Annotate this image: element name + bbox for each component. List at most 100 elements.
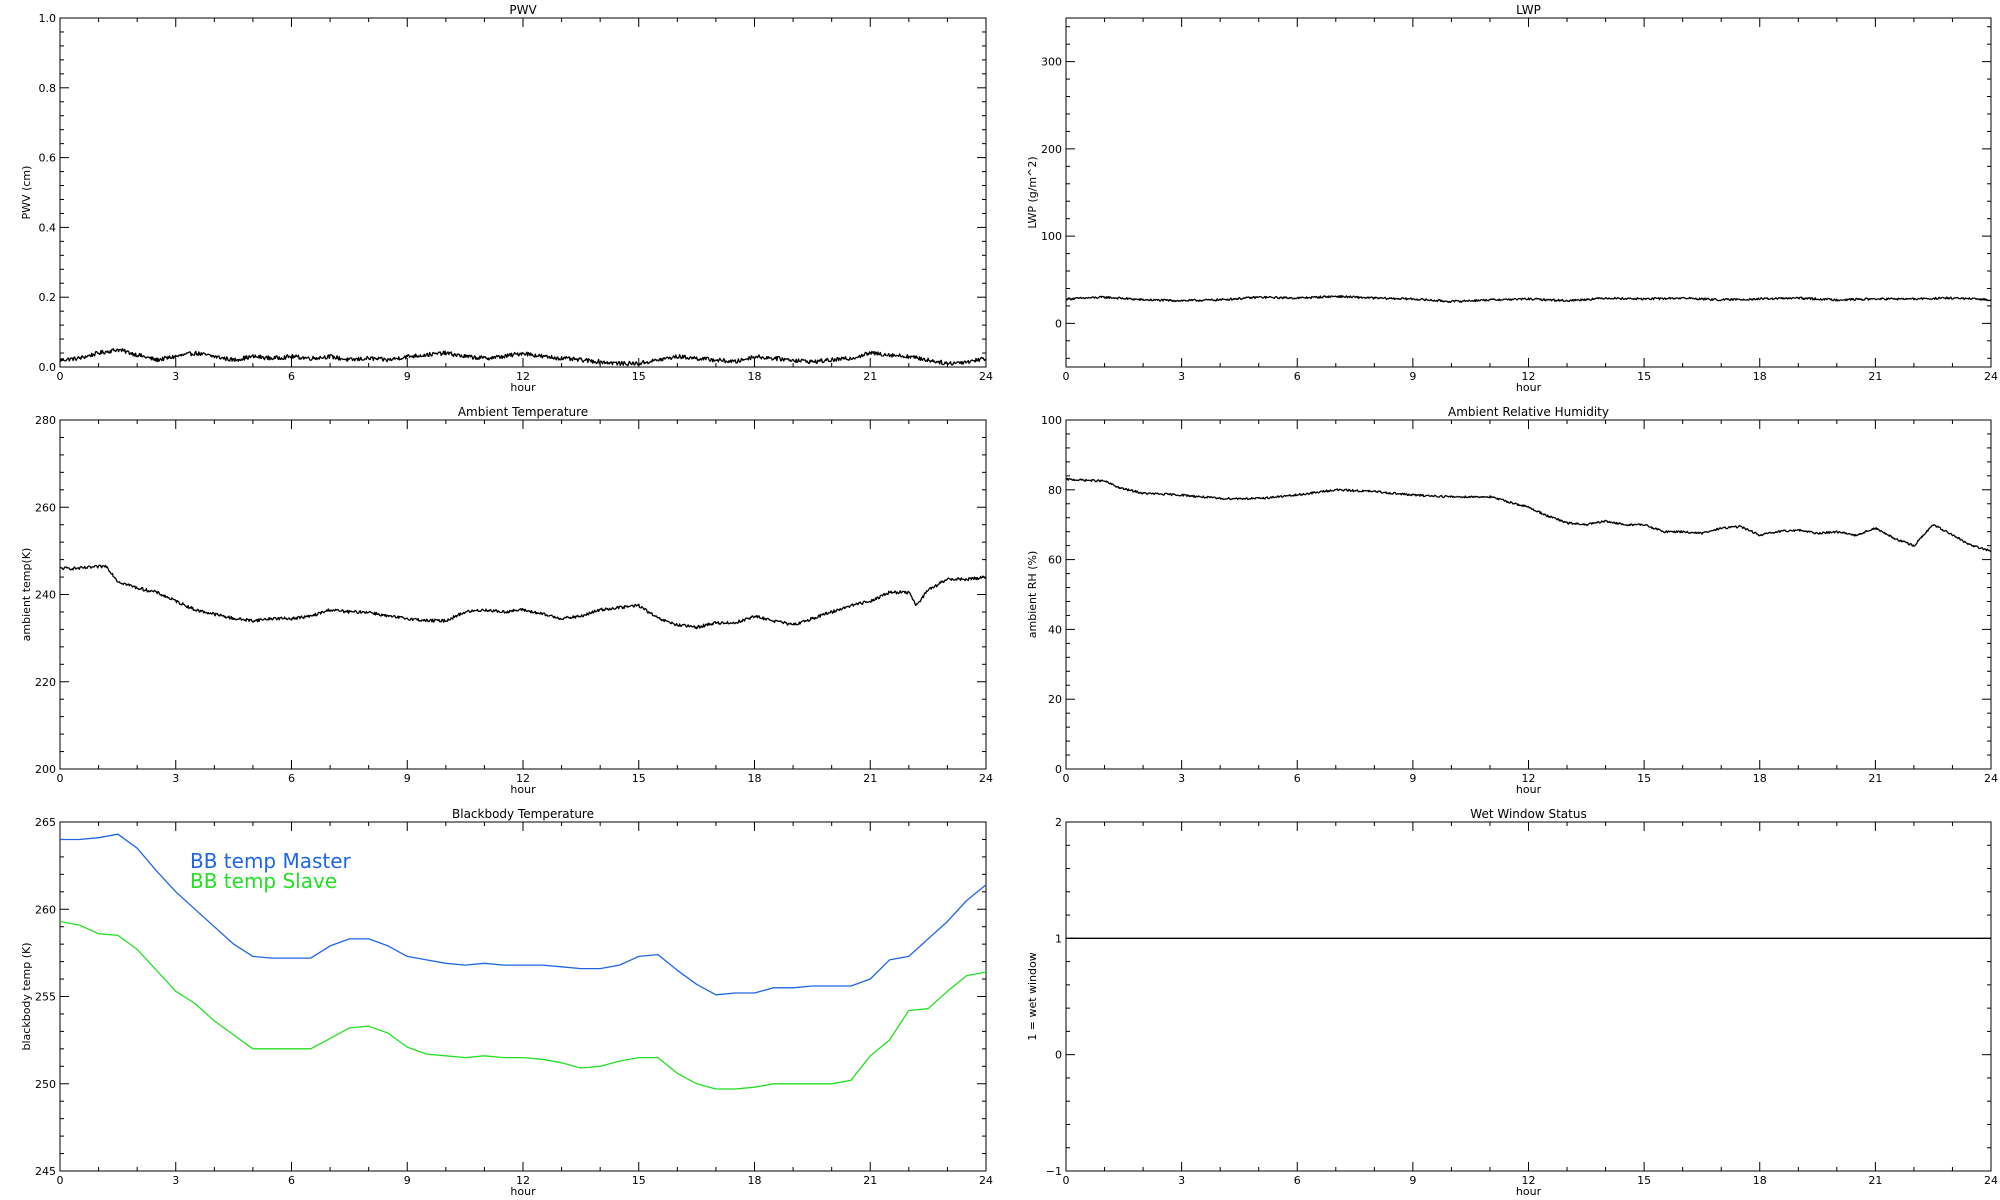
x-tick-label: 3	[172, 1174, 179, 1187]
y-tick-label: 60	[1048, 554, 1062, 567]
chart-title: LWP	[1516, 3, 1541, 17]
y-axis-label: LWP (g/m^2)	[1026, 156, 1039, 228]
y-tick-label: 200	[1041, 143, 1062, 156]
y-tick-label: 100	[1041, 414, 1062, 427]
series-line-ambient-relative-humidity	[1065, 477, 1992, 552]
x-tick-label: 3	[1178, 370, 1185, 383]
chart-panel-lwp: LWP 0 3 6 9 12 15 18 21 24 hour 0 100 200 300 LWP (g/m^…	[1026, 3, 1998, 394]
y-tick-label: 0.4	[39, 221, 57, 234]
x-tick-label: 3	[172, 370, 179, 383]
x-tick-label: 6	[288, 1174, 295, 1187]
chart-panel-pwv: PWV 0 3 6 9 12 15 18 21 24 hour 0.0 0.2 0.4 0.6 0.8 1.0 P…	[20, 3, 993, 394]
x-tick-label: 0	[1063, 1174, 1070, 1187]
y-tick-label: 250	[35, 1078, 56, 1091]
x-tick-label: 18	[748, 370, 762, 383]
y-tick-label: 2	[1055, 816, 1062, 829]
x-tick-label: 0	[57, 1174, 64, 1187]
x-tick-label: 12	[516, 772, 530, 785]
x-tick-label: 18	[1753, 1174, 1767, 1187]
x-tick-label: 24	[979, 370, 993, 383]
y-tick-label: 80	[1048, 484, 1062, 497]
x-tick-label: 15	[1637, 772, 1651, 785]
x-tick-label: 18	[1753, 370, 1767, 383]
x-tick-label: 21	[863, 1174, 877, 1187]
series-line-lwp	[1065, 294, 1992, 303]
y-tick-label: −1	[1046, 1165, 1062, 1178]
y-tick-label: 1.0	[39, 12, 57, 25]
chart-title: PWV	[509, 3, 537, 17]
x-tick-label: 18	[748, 772, 762, 785]
x-axis-label: hour	[510, 783, 536, 796]
series-line-ambient-temperature	[60, 564, 987, 630]
y-axis-label: ambient temp(K)	[20, 548, 33, 642]
x-tick-label: 6	[288, 772, 295, 785]
x-tick-label: 6	[288, 370, 295, 383]
x-tick-label: 12	[516, 370, 530, 383]
chart-title: Blackbody Temperature	[452, 807, 594, 821]
series-line-bb-temp-master	[60, 833, 987, 996]
y-tick-label: 200	[35, 763, 56, 776]
legend-entry-bb-temp-master: BB temp Master	[190, 849, 352, 873]
x-tick-label: 6	[1294, 370, 1301, 383]
x-tick-label: 24	[1984, 370, 1998, 383]
x-tick-label: 3	[1178, 772, 1185, 785]
x-tick-label: 21	[863, 772, 877, 785]
y-tick-label: 0.6	[39, 152, 57, 165]
y-tick-label: 240	[35, 589, 56, 602]
x-tick-label: 0	[1063, 370, 1070, 383]
y-axis-label: 1 = wet window	[1026, 952, 1039, 1041]
y-tick-label: 1	[1055, 932, 1062, 945]
y-tick-label: 20	[1048, 693, 1062, 706]
x-tick-label: 6	[1294, 772, 1301, 785]
x-tick-label: 3	[1178, 1174, 1185, 1187]
series-line-pwv	[59, 348, 987, 367]
y-tick-label: 245	[35, 1165, 56, 1178]
y-tick-label: 255	[35, 991, 56, 1004]
x-tick-label: 15	[1637, 1174, 1651, 1187]
chart-title: Ambient Temperature	[458, 405, 588, 419]
x-tick-label: 24	[1984, 1174, 1998, 1187]
x-tick-label: 9	[404, 772, 411, 785]
x-tick-label: 24	[1984, 772, 1998, 785]
x-tick-label: 12	[516, 1174, 530, 1187]
chart-panel-blackbody-temperature: Blackbody Temperature 0 3 6 9 12 15 18 21 24 hour 2…	[20, 807, 993, 1198]
x-tick-label: 24	[979, 1174, 993, 1187]
y-tick-label: 260	[35, 903, 56, 916]
chart-title: Ambient Relative Humidity	[1448, 405, 1609, 419]
x-tick-label: 3	[172, 772, 179, 785]
y-tick-label: 0.8	[39, 82, 57, 95]
x-tick-label: 21	[1868, 772, 1882, 785]
y-tick-label: 265	[35, 816, 56, 829]
y-tick-label: 300	[1041, 56, 1062, 69]
x-tick-label: 18	[1753, 772, 1767, 785]
x-tick-label: 12	[1522, 1174, 1536, 1187]
x-tick-label: 9	[404, 1174, 411, 1187]
y-axis-label: blackbody temp (K)	[20, 943, 33, 1051]
x-tick-label: 15	[1637, 370, 1651, 383]
x-axis-label: hour	[1516, 381, 1542, 394]
x-tick-label: 21	[1868, 1174, 1882, 1187]
x-tick-label: 15	[632, 1174, 646, 1187]
chart-panel-ambient-temperature: Ambient Temperature 0 3 6 9 12 15 18 21 24 hour 200…	[20, 405, 993, 796]
y-tick-label: 0	[1055, 1049, 1062, 1062]
x-axis-label: hour	[1516, 783, 1542, 796]
x-axis-label: hour	[510, 1185, 536, 1198]
chart-panel-ambient-relative-humidity: Ambient Relative Humidity 0 3 6 9 12 15 18 21 24 h…	[1026, 405, 1998, 796]
y-tick-label: 40	[1048, 623, 1062, 636]
x-axis-label: hour	[1516, 1185, 1542, 1198]
y-axis-label: ambient RH (%)	[1026, 551, 1039, 639]
x-tick-label: 9	[404, 370, 411, 383]
y-tick-label: 280	[35, 414, 56, 427]
y-tick-label: 260	[35, 501, 56, 514]
y-tick-label: 0	[1055, 317, 1062, 330]
x-tick-label: 24	[979, 772, 993, 785]
x-tick-label: 0	[57, 772, 64, 785]
x-tick-label: 21	[1868, 370, 1882, 383]
x-tick-label: 15	[632, 370, 646, 383]
x-tick-label: 15	[632, 772, 646, 785]
x-tick-label: 9	[1409, 370, 1416, 383]
y-tick-label: 0.0	[39, 361, 57, 374]
